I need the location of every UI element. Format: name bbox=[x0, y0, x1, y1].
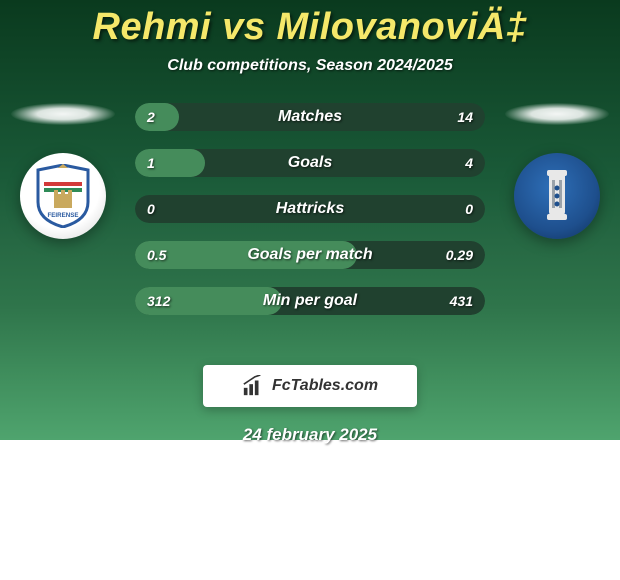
stat-bar-right-value: 14 bbox=[457, 103, 473, 131]
page-title: Rehmi vs MilovanoviÄ‡ bbox=[0, 6, 620, 49]
feirense-crest-icon: FEIRENSE bbox=[34, 164, 92, 228]
stat-bar: Goals per match0.50.29 bbox=[135, 241, 485, 269]
svg-text:FEIRENSE: FEIRENSE bbox=[48, 212, 79, 219]
stat-bar-right-value: 0 bbox=[465, 195, 473, 223]
player-halo bbox=[11, 103, 115, 125]
stat-bar-left-value: 0 bbox=[147, 195, 155, 223]
stat-bar: Goals14 bbox=[135, 149, 485, 177]
vizela-crest-icon bbox=[533, 166, 581, 226]
stat-bar: Matches214 bbox=[135, 103, 485, 131]
stat-bar-left-fill bbox=[135, 149, 205, 177]
brand-text: FcTables.com bbox=[272, 377, 378, 395]
stat-bar-right-value: 0.29 bbox=[446, 241, 473, 269]
comparison-date: 24 february 2025 bbox=[0, 425, 620, 445]
stat-bar: Hattricks00 bbox=[135, 195, 485, 223]
stat-bar: Min per goal312431 bbox=[135, 287, 485, 315]
stat-bar-left-value: 2 bbox=[147, 103, 155, 131]
stat-bar-right-fill bbox=[135, 103, 485, 131]
stat-bars: Matches214Goals14Hattricks00Goals per ma… bbox=[135, 103, 485, 315]
left-club-badge: FEIRENSE bbox=[20, 153, 106, 239]
stat-bar-right-value: 4 bbox=[465, 149, 473, 177]
player-halo bbox=[505, 103, 609, 125]
background-white bbox=[0, 440, 620, 580]
stat-bar-left-value: 1 bbox=[147, 149, 155, 177]
stat-bar-left-value: 312 bbox=[147, 287, 170, 315]
comparison-arena: FEIRENSE bbox=[0, 103, 620, 343]
bar-chart-icon bbox=[242, 375, 264, 397]
page-subtitle: Club competitions, Season 2024/2025 bbox=[0, 57, 620, 75]
content-root: Rehmi vs MilovanoviÄ‡ Club competitions,… bbox=[0, 0, 620, 445]
right-player-side bbox=[502, 103, 612, 239]
brand-box[interactable]: FcTables.com bbox=[203, 365, 417, 407]
stat-bar-left-fill bbox=[135, 103, 179, 131]
stat-bar-left-fill bbox=[135, 241, 357, 269]
right-club-badge bbox=[514, 153, 600, 239]
stat-bar-left-value: 0.5 bbox=[147, 241, 166, 269]
left-player-side: FEIRENSE bbox=[8, 103, 118, 239]
stat-bar-right-value: 431 bbox=[450, 287, 473, 315]
stat-bar-right-fill bbox=[135, 195, 485, 223]
